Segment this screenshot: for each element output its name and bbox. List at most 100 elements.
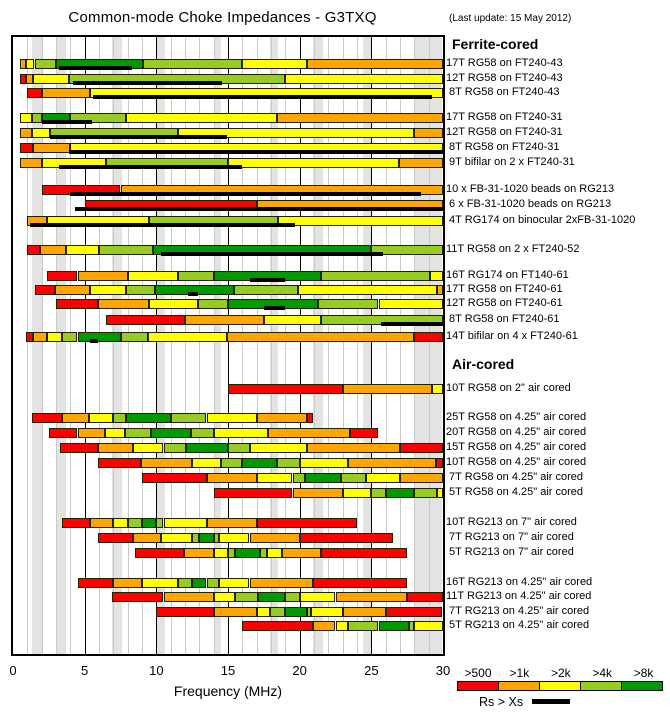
impedance-bar — [13, 473, 443, 483]
impedance-bar — [13, 443, 443, 453]
bar-segment-r — [242, 621, 313, 631]
gridline-minor — [127, 37, 129, 654]
bar-segment-r — [111, 592, 164, 602]
bar-segment-y — [299, 458, 349, 468]
bar-segment-y — [66, 245, 99, 255]
ham-band-shade — [56, 37, 67, 654]
bar-segment-r — [414, 332, 443, 342]
gridline-minor — [142, 37, 143, 654]
impedance-bar — [13, 533, 443, 543]
bar-segment-r — [34, 285, 55, 295]
bar-segment-lg — [197, 299, 228, 309]
bar-segment-lg — [190, 428, 214, 438]
chart-title: Common-mode Choke Impedances - G3TXQ — [68, 9, 377, 26]
bar-segment-o — [113, 578, 142, 588]
bar-segment-lg — [126, 285, 155, 295]
rs-xs-legend-line — [532, 699, 570, 704]
bar-segment-lg — [292, 473, 306, 483]
bar-segment-y — [127, 271, 178, 281]
bar-segment-lg — [276, 458, 300, 468]
bar-segment-lg — [124, 428, 151, 438]
bar-segment-lg — [228, 548, 236, 558]
bar-segment-r — [97, 458, 141, 468]
row-label: 15T RG58 on 4.25" air cored — [446, 441, 587, 453]
bar-segment-lg — [321, 271, 431, 281]
bar-segment-lg — [61, 332, 78, 342]
bar-segment-y — [126, 113, 277, 123]
bar-segment-o — [40, 245, 67, 255]
x-tick-label: 25 — [364, 663, 379, 678]
bar-segment-o — [398, 158, 443, 168]
bar-segment-lg — [120, 332, 148, 342]
bar-segment-lg — [259, 548, 267, 558]
gridline-minor — [213, 37, 215, 654]
bar-segment-dg — [199, 533, 214, 543]
bar-segment-lg — [34, 59, 56, 69]
bar-segment-r — [306, 413, 313, 423]
gridline-minor — [314, 37, 315, 654]
bar-segment-dg — [186, 443, 228, 453]
bar-segment-lg — [206, 578, 220, 588]
bar-segment-y — [266, 548, 283, 558]
bar-segment-y — [378, 299, 443, 309]
gridline-major — [299, 37, 301, 654]
bar-segment-o — [61, 413, 89, 423]
bar-segment-o — [226, 332, 415, 342]
bar-segment-o — [342, 384, 432, 394]
bar-segment-lg — [177, 578, 193, 588]
row-label: 5T RG213 on 7" air cored — [446, 546, 574, 558]
bar-segment-r — [97, 533, 134, 543]
legend-swatch-y — [539, 681, 581, 691]
row-label: 17T RG58 on FT240-43 — [446, 57, 563, 69]
bar-segment-dg — [192, 578, 207, 588]
bar-segment-lg — [408, 621, 415, 631]
bar-segment-lg — [269, 607, 286, 617]
row-label: 12T RG58 on FT240-61 — [446, 297, 563, 309]
rs-xs-line — [70, 192, 422, 196]
bar-segment-y — [31, 128, 51, 138]
bar-segment-y — [213, 548, 228, 558]
bar-segment-lg — [213, 533, 220, 543]
bar-segment-lg — [228, 443, 250, 453]
gridline-minor — [256, 37, 258, 654]
bar-segment-r — [256, 518, 357, 528]
impedance-bar — [13, 315, 443, 325]
bar-segment-y — [147, 332, 227, 342]
rs-xs-line — [187, 292, 198, 296]
gridline-minor — [428, 37, 430, 654]
impedance-bar — [13, 548, 443, 558]
bar-segment-r — [228, 384, 343, 394]
gridline-major — [228, 37, 229, 654]
rs-xs-line — [41, 120, 92, 124]
x-tick-label: 30 — [435, 663, 451, 678]
bar-segment-y — [219, 533, 250, 543]
gridline-minor — [99, 37, 100, 654]
bar-segment-y — [33, 74, 69, 84]
bar-segment-y — [365, 473, 400, 483]
row-label: 11T RG58 on 2 x FT240-52 — [446, 243, 580, 255]
gridline-minor — [27, 37, 29, 654]
bar-segment-o — [276, 113, 443, 123]
bar-segment-o — [206, 518, 257, 528]
bar-segment-dg — [77, 332, 121, 342]
rs-xs-line — [73, 81, 223, 85]
bar-segment-lg — [318, 299, 379, 309]
rs-xs-line — [30, 223, 296, 227]
bar-segment-dg — [258, 592, 286, 602]
impedance-bar — [13, 578, 443, 588]
bar-segment-o — [292, 488, 343, 498]
bar-segment-o — [268, 428, 350, 438]
bar-segment-lg — [306, 607, 312, 617]
bar-segment-r — [25, 332, 34, 342]
rs-xs-line — [249, 278, 286, 282]
bar-segment-y — [256, 473, 293, 483]
bar-segment-o — [414, 128, 443, 138]
gridline-minor — [185, 37, 186, 654]
bar-segment-lg — [113, 413, 127, 423]
impedance-bar — [13, 592, 443, 602]
bar-segment-o — [77, 271, 128, 281]
row-label: 6 x FB-31-1020 beads on RG213 — [446, 198, 612, 210]
bar-segment-y — [263, 315, 322, 325]
bar-segment-r — [156, 607, 214, 617]
